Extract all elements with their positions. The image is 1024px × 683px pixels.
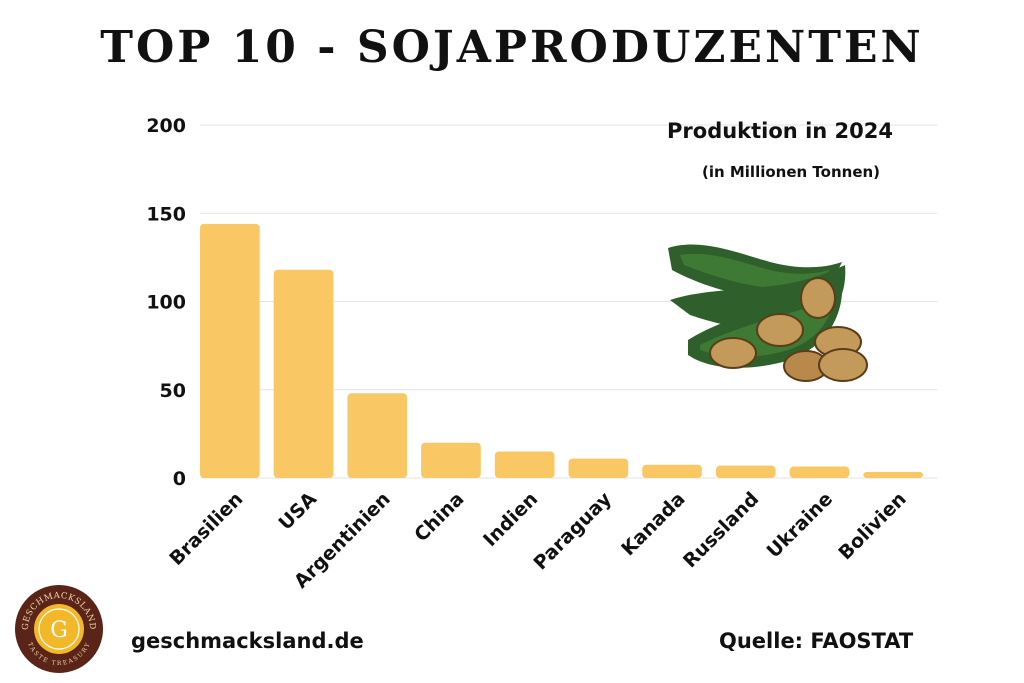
x-tick-label: Russland — [679, 488, 763, 572]
y-tick-label: 100 — [146, 292, 186, 314]
bar-china — [421, 442, 481, 478]
bar-brasilien — [200, 223, 260, 478]
bars — [200, 223, 923, 478]
chart-title: Produktion in 2024 — [667, 119, 893, 143]
bar-ukraine — [789, 466, 850, 478]
bar-argentinien — [347, 393, 408, 478]
x-tick-label: Bolivien — [834, 488, 910, 564]
y-axis-ticks: 0 50 100 150 200 — [146, 115, 186, 490]
chart-subtitle: (in Millionen Tonnen) — [702, 163, 880, 181]
bar-kanada — [642, 464, 702, 478]
x-tick-label: USA — [275, 488, 322, 535]
x-tick-label: Indien — [479, 488, 542, 551]
bar-bolivien — [863, 471, 923, 478]
x-tick-label: China — [410, 488, 468, 546]
page-title: TOP 10 - SOJAPRODUZENTEN — [100, 22, 924, 73]
y-tick-label: 150 — [146, 203, 186, 225]
source-text: Quelle: FAOSTAT — [719, 629, 914, 653]
x-tick-label: Kanada — [617, 488, 689, 560]
y-tick-label: 0 — [173, 468, 186, 490]
bar-usa — [273, 269, 334, 478]
x-tick-label: Paraguay — [529, 488, 616, 575]
x-tick-label: Brasilien — [165, 488, 247, 570]
y-tick-label: 50 — [160, 380, 186, 402]
geschmacksland-logo: G GESCHMACKSLAND TASTE TREASURY — [15, 585, 103, 673]
soybean-pods-icon — [668, 244, 868, 382]
bar-russland — [715, 465, 776, 478]
y-tick-label: 200 — [146, 115, 186, 137]
bar-paraguay — [568, 458, 629, 478]
bar-indien — [494, 451, 555, 478]
website-text: geschmacksland.de — [131, 629, 364, 653]
x-tick-label: Ukraine — [763, 488, 837, 562]
svg-text:G: G — [50, 618, 68, 643]
